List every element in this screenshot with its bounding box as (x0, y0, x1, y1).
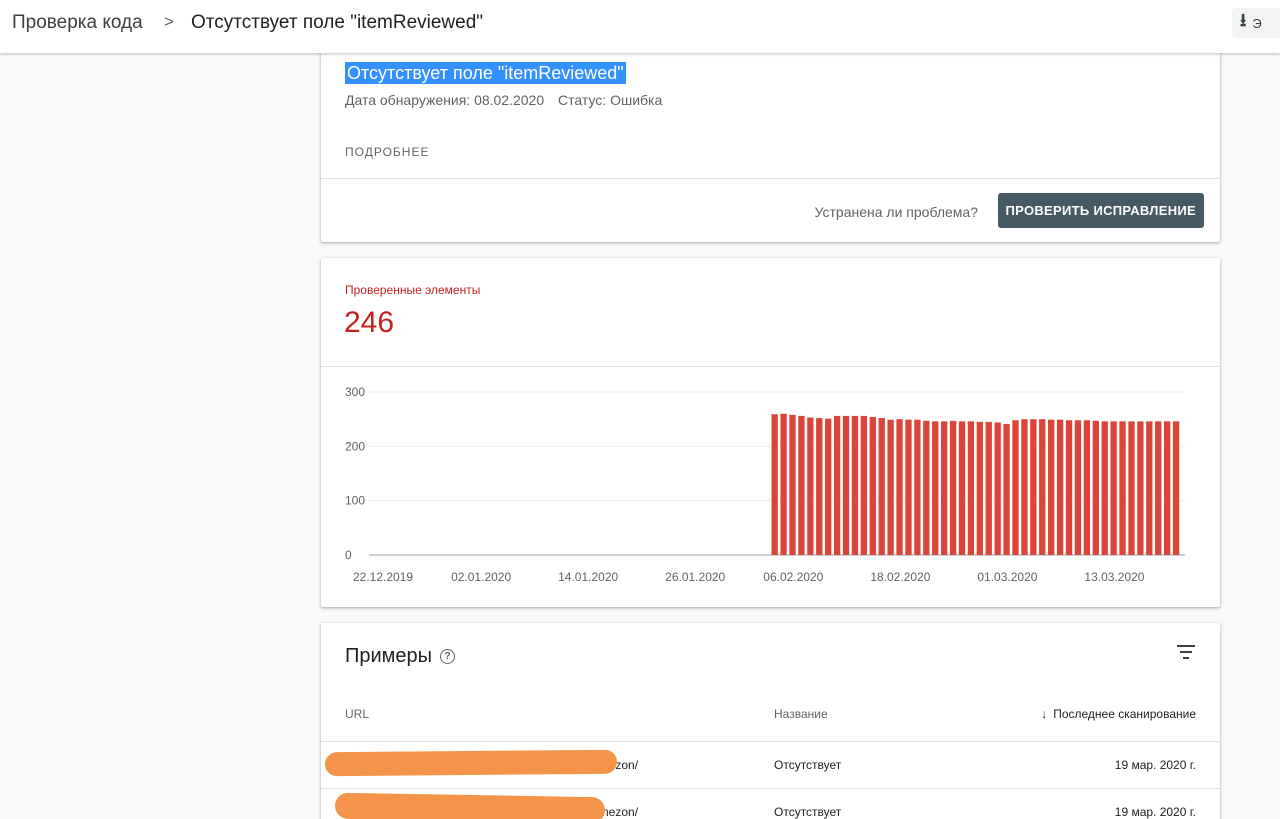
chart-bar (958, 421, 966, 555)
column-name[interactable]: Название (774, 707, 828, 721)
bar-chart: 0 100 200 300 22.12.2019 02.01.2020 14.01.2020… (345, 385, 1185, 584)
issue-card: Отсутствует поле "itemReviewed" Дата обн… (321, 40, 1220, 242)
chart-bar (869, 416, 876, 555)
issue-title: Отсутствует поле "itemReviewed" (345, 62, 626, 84)
detected-date: Дата обнаружения: 08.02.2020 (345, 92, 545, 108)
chart-bar (816, 418, 823, 555)
redaction-mark (334, 792, 606, 819)
issue-status: Статус: Ошибка (558, 92, 663, 108)
row-date: 19 мар. 2020 г. (1114, 805, 1196, 819)
chart-bar (905, 419, 912, 555)
chart-bar (878, 418, 885, 555)
y-tick-label: 0 (345, 548, 352, 562)
validate-fix-button[interactable]: ПРОВЕРИТЬ ИСПРАВЛЕНИЕ (997, 193, 1204, 228)
issue-meta: Дата обнаружения: 08.02.2020 Статус: Оши… (345, 92, 672, 108)
chart-bar (1003, 424, 1010, 555)
y-tick-label: 300 (345, 385, 365, 399)
chart-bar (1048, 419, 1055, 555)
chart-bar (842, 415, 850, 555)
chart-bar (949, 420, 957, 555)
column-last-crawl-label: Последнее сканирование (1053, 707, 1196, 721)
row-name: Отсутствует (774, 805, 842, 819)
examples-title-text: Примеры (345, 645, 433, 667)
chart-bar (914, 419, 921, 555)
x-tick-label: 02.01.2020 (451, 570, 511, 584)
x-tick-label: 22.12.2019 (353, 570, 413, 584)
more-link[interactable]: ПОДРОБНЕЕ (345, 145, 430, 159)
breadcrumb-separator: > (164, 12, 174, 31)
chart-bar (807, 417, 814, 555)
chart-bar (1137, 421, 1144, 555)
help-icon[interactable]: ? (440, 649, 456, 664)
chart-bar (994, 422, 1001, 555)
chart-bar (1030, 419, 1037, 555)
metric-label: Проверенные элементы (345, 283, 481, 297)
chart-bar (798, 415, 805, 555)
chart-bar (1065, 420, 1073, 555)
chart-bar (1039, 419, 1046, 555)
examples-title: Примеры ? (345, 645, 456, 668)
chart-bar (1021, 419, 1028, 555)
chart-bar (771, 414, 778, 555)
chart-bar (976, 421, 983, 555)
y-tick-label: 200 (345, 439, 365, 453)
chart-bar (896, 419, 903, 555)
chart-bar (887, 419, 894, 555)
fixed-question: Устранена ли проблема? (814, 204, 978, 220)
divider (321, 178, 1220, 179)
chart-bar (1172, 421, 1180, 555)
row-name: Отсутствует (774, 758, 842, 772)
export-label: Э (1252, 15, 1262, 31)
breadcrumb-root[interactable]: Проверка кода (12, 12, 143, 33)
x-tick-label: 13.03.2020 (1084, 570, 1144, 584)
x-tick-label: 14.01.2020 (558, 570, 618, 584)
chart-bar (1119, 421, 1126, 555)
chart-bar (825, 418, 832, 555)
row-date: 19 мар. 2020 г. (1114, 758, 1196, 772)
chart-bar (1101, 421, 1108, 555)
column-url[interactable]: URL (345, 707, 370, 721)
filter-icon[interactable] (1176, 645, 1196, 661)
chart-bar (1146, 421, 1153, 555)
chart-bar (789, 414, 796, 555)
chart-bar (1092, 420, 1099, 555)
chart-bar (967, 421, 975, 555)
breadcrumb-current: Отсутствует поле "itemReviewed" (191, 12, 484, 33)
row-url[interactable]: nezon/ (602, 805, 639, 819)
divider (321, 741, 1220, 742)
download-icon: ⭳ (1240, 10, 1247, 30)
metric-value: 246 (344, 306, 395, 339)
chart-bar (985, 421, 992, 555)
chart-bar (1155, 421, 1162, 555)
chart-card: Проверенные элементы 246 0 100 200 300 22.12… (321, 258, 1220, 607)
y-tick-label: 100 (345, 494, 365, 508)
divider (321, 366, 1220, 367)
sort-arrow-icon: ↓ (1041, 707, 1048, 721)
redaction-mark (324, 749, 618, 777)
top-bar: Проверка кода > Отсутствует поле "itemRe… (0, 0, 1280, 53)
chart-bar (1012, 420, 1019, 555)
chart-bar (1083, 420, 1091, 555)
export-button[interactable]: ⭳ Э (1232, 8, 1280, 38)
chart-bar (1110, 421, 1117, 555)
x-tick-label: 01.03.2020 (977, 570, 1037, 584)
chart-bar (1074, 420, 1082, 555)
chart-bar (1164, 421, 1171, 555)
chart-bar (851, 415, 859, 555)
chart-bar (833, 415, 841, 555)
x-tick-label: 26.01.2020 (665, 570, 725, 584)
chart-bar (932, 421, 939, 555)
chart-bar (860, 415, 868, 555)
x-tick-label: 18.02.2020 (870, 570, 930, 584)
divider (321, 788, 1220, 789)
x-tick-label: 06.02.2020 (763, 570, 823, 584)
column-last-crawl[interactable]: ↓ Последнее сканирование (1041, 707, 1196, 721)
chart-bar (780, 413, 787, 555)
chart-bar (941, 421, 948, 555)
chart-bar (923, 420, 930, 555)
examples-card: Примеры ? URL Название ↓ Последнее сканир… (321, 623, 1220, 819)
chart-bar (1128, 421, 1135, 555)
chart-bar (1056, 419, 1064, 555)
